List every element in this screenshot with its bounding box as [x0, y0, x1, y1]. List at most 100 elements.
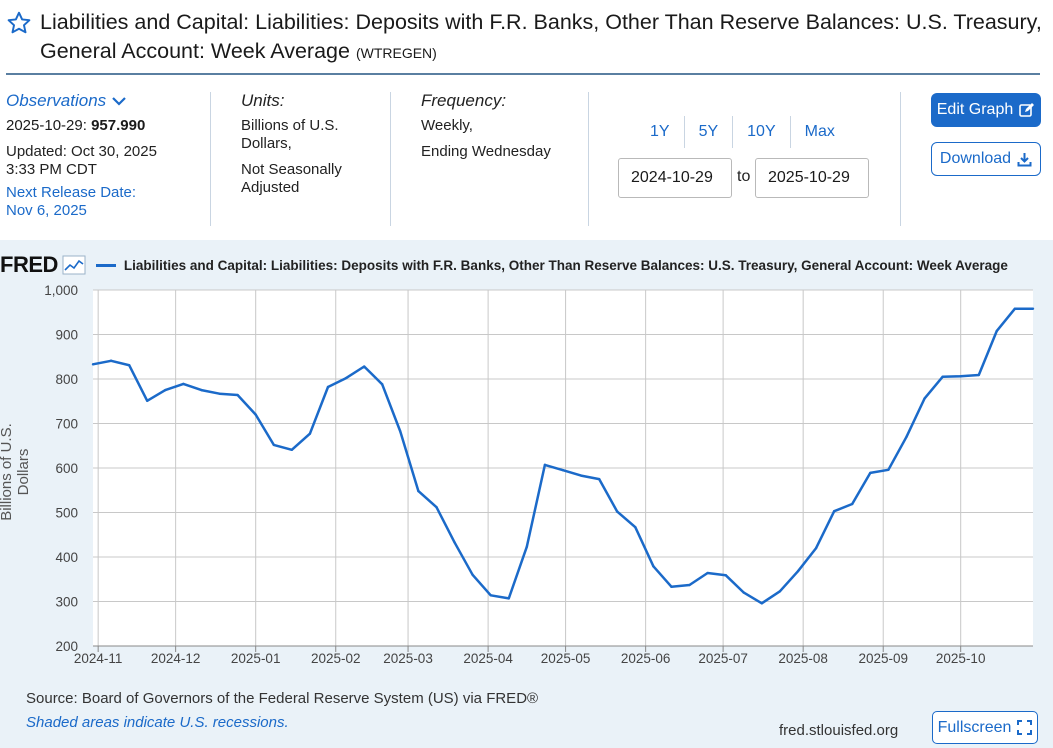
y-tick-label: 400 [55, 550, 78, 565]
updated-time: 3:33 PM CDT [6, 161, 97, 178]
units-line: Billions of U.S. [241, 117, 339, 134]
download-icon [1017, 152, 1032, 166]
range-tabs: 1Y 5Y 10Y Max [636, 116, 849, 148]
data-point [254, 413, 257, 416]
fred-logo: FRED [0, 252, 58, 277]
data-point [851, 502, 854, 506]
data-point [164, 388, 167, 392]
next-release-link[interactable]: Next Release Date: Nov 6, 2025 [6, 184, 206, 220]
frequency-label: Frequency: [421, 91, 507, 110]
x-tick-label: 2025-10 [936, 651, 986, 666]
range-tab-1y[interactable]: 1Y [636, 116, 685, 148]
y-tick-label: 600 [55, 461, 78, 476]
data-point [326, 385, 330, 389]
data-point [670, 585, 673, 589]
data-point [525, 545, 529, 548]
column-divider [588, 92, 589, 226]
edit-icon [1019, 103, 1035, 117]
data-point [290, 448, 294, 451]
data-point [652, 565, 655, 568]
data-point [1031, 307, 1035, 310]
next-release-date: Nov 6, 2025 [6, 202, 87, 219]
observation-value: 957.990 [91, 117, 146, 134]
data-point [417, 489, 420, 493]
x-tick-label: 2025-08 [778, 651, 828, 666]
data-point [634, 525, 637, 529]
page-title: Liabilities and Capital: Liabilities: De… [40, 8, 1046, 68]
start-date-input[interactable]: 2024-10-29 [618, 158, 732, 198]
latest-observation: 2025-10-29: 957.990 [6, 117, 206, 135]
data-point [489, 594, 492, 597]
recession-note[interactable]: Shaded areas indicate U.S. recessions. [26, 714, 289, 731]
data-point [724, 574, 727, 577]
data-point [507, 597, 510, 600]
data-point [272, 443, 275, 447]
y-tick-label: 1,000 [44, 283, 78, 298]
graph-legend: FRED Liabilities and Capital: Liabilitie… [0, 252, 1008, 278]
data-point [923, 397, 926, 400]
data-point [344, 376, 348, 380]
data-point [869, 471, 872, 475]
data-point [616, 510, 619, 513]
x-tick-label: 2025-07 [698, 651, 748, 666]
range-tab-5y[interactable]: 5Y [685, 116, 734, 148]
x-tick-label: 2024-11 [74, 651, 123, 666]
data-point [959, 375, 962, 378]
data-point [362, 365, 366, 368]
data-point [381, 383, 384, 386]
data-point [218, 392, 221, 395]
edit-graph-button[interactable]: Edit Graph [931, 93, 1041, 127]
title-divider [6, 73, 1040, 75]
fred-chart-icon [62, 255, 86, 275]
y-tick-label: 800 [55, 372, 78, 387]
legend-label: Liabilities and Capital: Liabilities: De… [123, 257, 1008, 273]
data-point [887, 468, 890, 471]
y-tick-label: 700 [55, 417, 78, 432]
data-point [308, 432, 312, 435]
edit-graph-label: Edit Graph [936, 101, 1014, 118]
fullscreen-label: Fullscreen [937, 718, 1012, 736]
data-point [760, 602, 764, 605]
data-point [778, 590, 782, 593]
data-point [561, 469, 565, 472]
data-point [688, 583, 691, 587]
data-point [453, 541, 456, 544]
legend-line-swatch [95, 263, 116, 267]
data-point [109, 359, 113, 362]
data-point [399, 430, 402, 433]
range-tab-10y[interactable]: 10Y [733, 116, 791, 148]
data-point [905, 435, 908, 439]
observation-date: 2025-10-29: [6, 117, 87, 134]
fullscreen-button[interactable]: Fullscreen [932, 711, 1038, 744]
download-button[interactable]: Download [931, 142, 1041, 176]
download-label: Download [939, 150, 1012, 167]
observations-label: Observations [6, 91, 107, 110]
data-point [832, 509, 836, 513]
units-panel: Units: Billions of U.S. Dollars, Not Sea… [241, 92, 381, 197]
x-tick-label: 2025-06 [621, 651, 671, 666]
data-point [200, 388, 203, 392]
next-release-label: Next Release Date: [6, 184, 137, 201]
data-point [579, 474, 583, 477]
data-point [995, 329, 999, 333]
fullscreen-icon [1017, 720, 1033, 735]
data-point [1013, 307, 1017, 310]
data-point [796, 570, 800, 573]
frequency-line: Ending Wednesday [421, 143, 551, 160]
data-point [236, 393, 239, 397]
data-point [814, 546, 818, 550]
updated-info: Updated: Oct 30, 2025 3:33 PM CDT [6, 143, 206, 179]
data-point [742, 591, 745, 594]
data-point [182, 382, 185, 386]
date-range-to: to [737, 168, 751, 185]
observations-toggle[interactable]: Observations [6, 92, 206, 110]
data-point [435, 505, 438, 509]
x-tick-label: 2025-01 [231, 651, 281, 666]
data-point [146, 399, 149, 403]
star-icon[interactable] [6, 10, 32, 36]
series-id: (WTREGEN) [355, 45, 437, 61]
units-label: Units: [241, 91, 285, 110]
end-date-input[interactable]: 2025-10-29 [755, 158, 869, 198]
range-tab-max[interactable]: Max [804, 123, 835, 140]
